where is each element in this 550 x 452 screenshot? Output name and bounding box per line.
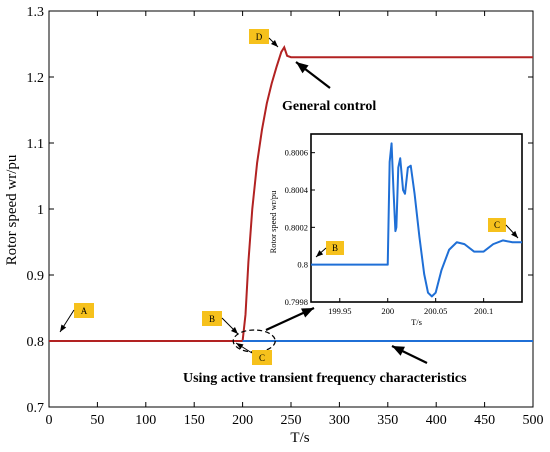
marker-A: A [74,303,94,318]
marker-box [488,218,506,232]
inset-x-tick-label: 200 [381,306,394,316]
inset-y-tick-label: 0.8 [297,260,308,270]
inset-x-tick-label: 200.1 [474,306,493,316]
inset-x-tick-label: 199.95 [328,306,351,316]
marker-box [249,29,269,44]
y-tick-label: 1.1 [27,137,45,152]
annotation-general-control: General control [282,99,376,114]
inset-y-tick-label: 0.7998 [285,297,308,307]
arrow-head [511,230,518,238]
main-plot: 0 50 100 150 200 250 300 350 400 450 500 0.7 0.8 0.9 1… [27,5,544,428]
arrow-head [316,250,324,257]
marker-B: B [202,311,222,326]
x-tick-label: 0 [46,413,53,428]
x-tick-label: 350 [377,413,398,428]
inset-x-tick-label: 200.05 [424,306,447,316]
marker-label: B [209,314,215,324]
marker-C: C [252,350,272,365]
marker-label: C [259,353,265,363]
inset-x-axis-label: T/s [411,317,422,327]
arrow-head [392,346,405,356]
marker-label: A [81,306,88,316]
marker-c-arrow [235,342,253,354]
arrow-to-inset [265,307,315,331]
marker-box [202,311,222,326]
arrow-head [60,324,67,332]
inset-y-axis-label: Rotor speed wr/pu [268,190,278,254]
y-axis-label: Rotor speed wr/pu [4,154,20,265]
y-tick-label: 1.3 [27,5,45,20]
x-axis-label: T/s [290,430,309,446]
x-tick-label: 200 [232,413,253,428]
arrow-head [301,308,314,318]
arrow-head [230,326,238,334]
marker-label: D [256,32,263,42]
arrow-head [296,62,309,74]
y-tick-label: 1.2 [27,71,45,86]
y-tick-label: 1 [37,203,44,218]
marker-B: B [326,241,344,255]
inset-y-tick-label: 0.8006 [285,148,308,158]
inset-series-line-0 [311,142,522,298]
y-tick-label: 0.9 [27,269,45,284]
inset-y-tick-label: 0.8002 [285,222,308,232]
arrow-head [270,39,278,47]
arrow-general-control [295,61,331,89]
x-tick-label: 250 [281,413,302,428]
y-tick-label: 0.8 [27,335,45,350]
inset-marker-c-arrow [505,224,519,239]
marker-b-arrow [221,317,239,335]
x-tick-label: 500 [523,413,544,428]
y-tick-label: 0.7 [27,401,45,416]
marker-D: D [249,29,269,44]
marker-label: B [332,243,338,253]
marker-C: C [488,218,506,232]
marker-d-arrow [268,37,279,48]
marker-label: C [494,220,500,230]
x-tick-label: 50 [90,413,104,428]
inset-y-tick-label: 0.8004 [285,185,309,195]
marker-box [74,303,94,318]
marker-box [326,241,344,255]
x-tick-label: 150 [184,413,205,428]
marker-a-arrow [59,309,75,333]
inset-marker-b-arrow [315,247,327,258]
inset-plot: 199.95 200 200.05 200.1 0.7998 0.8 0.8002 0.800… [268,133,523,327]
marker-box [252,350,272,365]
arrow-active-transient [391,345,428,364]
x-tick-label: 400 [426,413,447,428]
x-tick-label: 100 [135,413,156,428]
arrow-head [236,343,244,350]
x-tick-label: 450 [474,413,495,428]
x-tick-label: 300 [329,413,350,428]
series-line-0 [49,44,533,342]
annotation-active-transient: Using active transient frequency charact… [183,371,467,386]
annotations: General control Using active transient f… [183,99,467,386]
